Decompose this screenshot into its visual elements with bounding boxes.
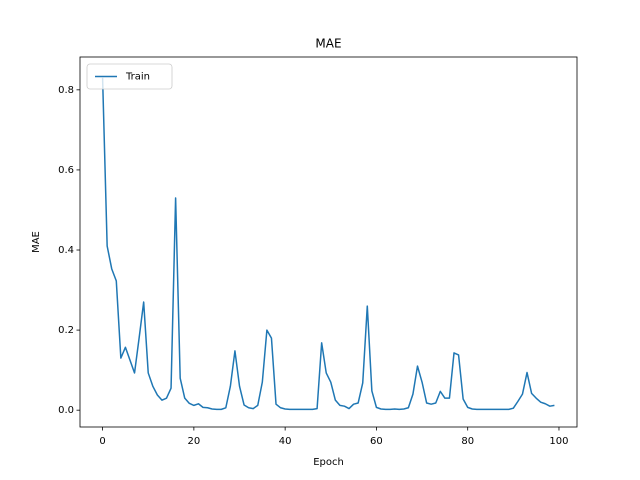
x-axis-label: Epoch [313,457,344,468]
data-line [101,77,555,411]
x-tick-label: 60 [370,436,383,447]
y-axis-label: MAE [31,231,42,253]
x-tick-label: 40 [279,436,292,447]
y-tick-label: 0.8 [58,85,74,96]
legend-label: Train [125,72,150,83]
x-tick-label: 80 [461,436,474,447]
y-tick-label: 0.4 [58,245,74,256]
y-tick-label: 0.0 [58,405,74,416]
x-tick-label: 100 [549,436,568,447]
plot-frame [79,56,578,428]
y-tick-label: 0.2 [58,325,74,336]
x-tick-label: 0 [99,436,105,447]
legend-box [86,63,173,90]
y-tick-label: 0.6 [58,165,74,176]
x-tick-label: 20 [188,436,201,447]
chart-title: MAE [315,37,341,51]
